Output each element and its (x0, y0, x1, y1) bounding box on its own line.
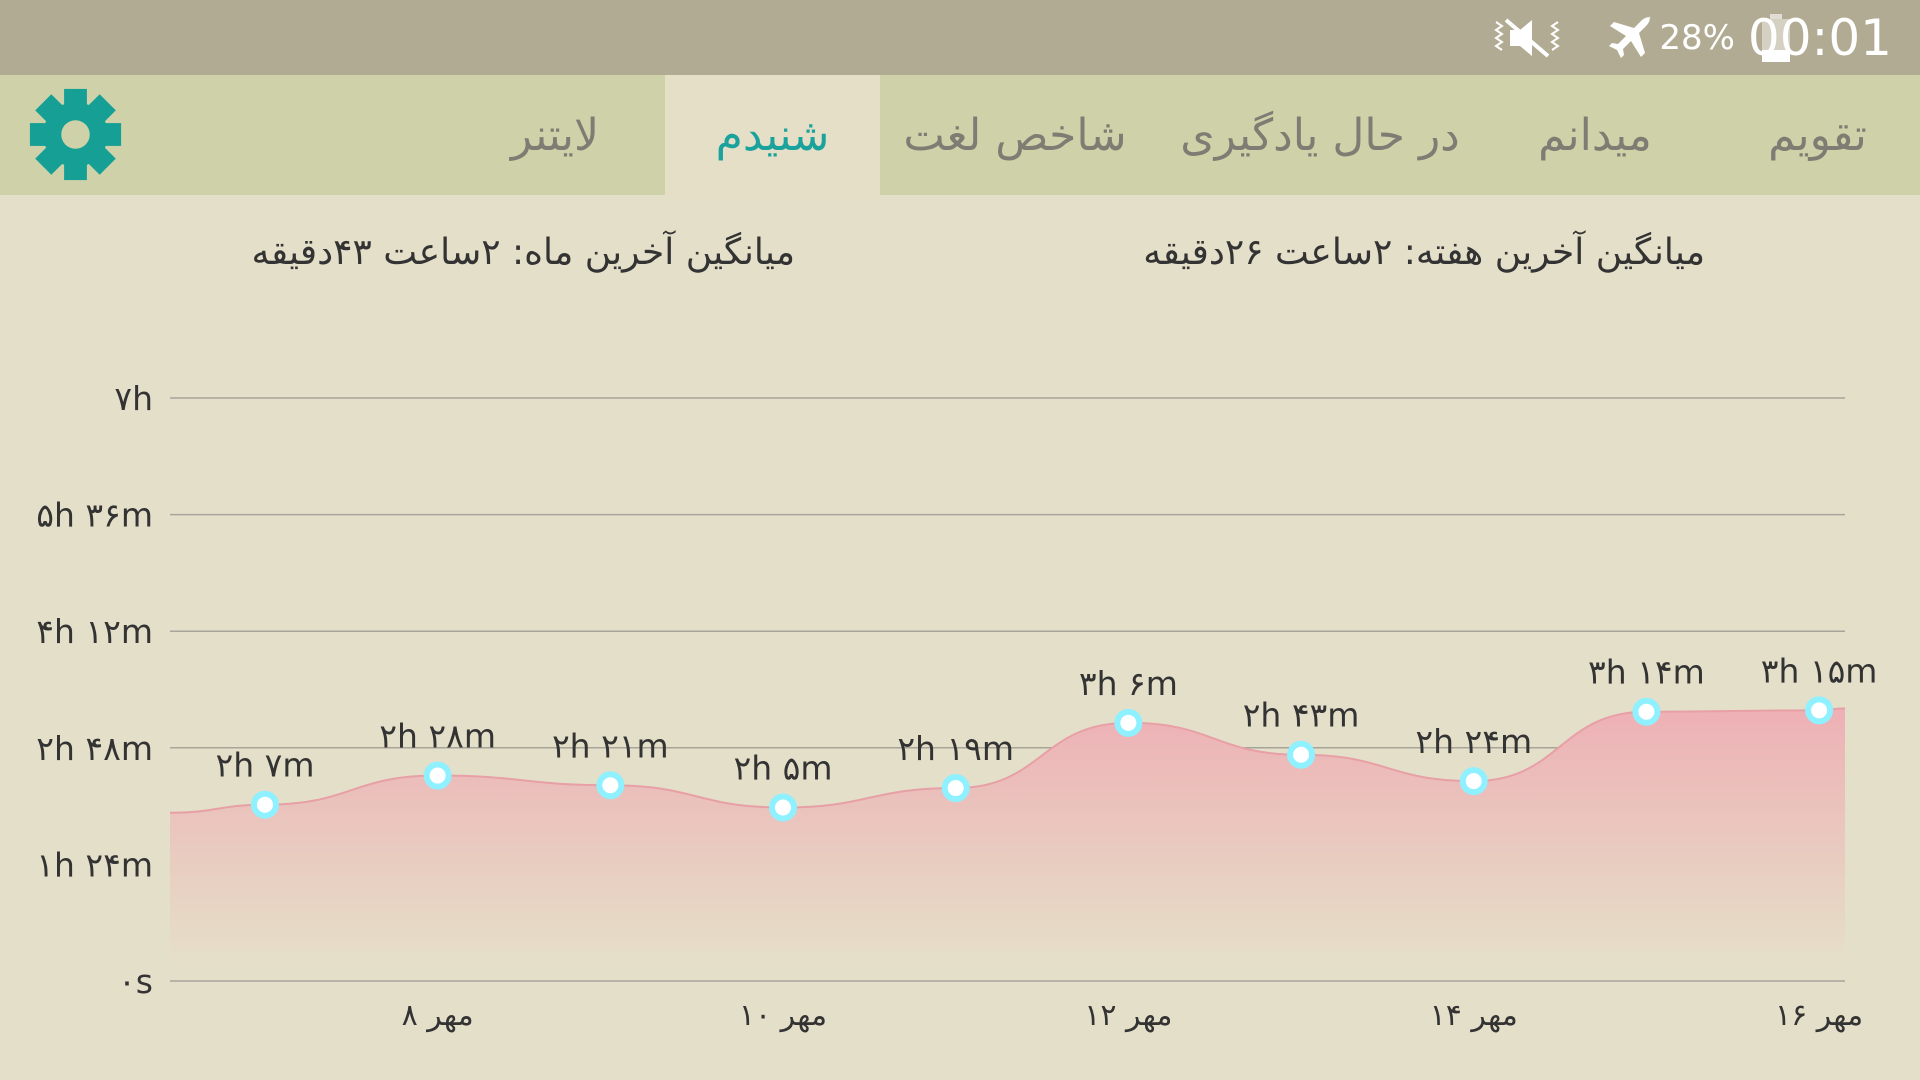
data-label: ۳h ۱۴m (1588, 653, 1705, 692)
week-average: میانگین آخرین هفته: ۲ساعت ۲۶دقیقه (1143, 232, 1705, 273)
mute-icon (1492, 0, 1562, 75)
data-label: ۲h ۷m (215, 746, 314, 785)
x-tick-label: ۱۶ مهر (1775, 998, 1863, 1033)
data-label: ۳h ۱۵m (1761, 651, 1878, 690)
area-fill (170, 708, 1845, 961)
data-label: ۲h ۴۳m (1243, 696, 1360, 735)
status-bar: 28% 00:01 (0, 0, 1920, 75)
x-tick-label: ۱۴ مهر (1430, 998, 1518, 1033)
x-tick-label: ۸ مهر (402, 998, 474, 1033)
tab-know[interactable]: میدانم (1538, 109, 1652, 161)
battery-icon (1760, 0, 1792, 75)
tab-leitner[interactable]: لایتنر (510, 109, 600, 161)
data-label: ۲h ۱۹m (897, 729, 1014, 768)
battery-percent: 28% (1659, 17, 1735, 58)
data-label: ۳h ۶m (1079, 664, 1178, 703)
data-point[interactable] (1459, 767, 1488, 796)
tab-word-index[interactable]: شاخص لغت (903, 109, 1127, 161)
data-point[interactable] (596, 771, 625, 800)
data-label: ۲h ۲۴m (1415, 722, 1532, 761)
y-tick-label: ۱h ۲۴m (36, 845, 153, 884)
gear-icon[interactable] (28, 87, 123, 182)
data-point[interactable] (250, 790, 279, 819)
data-label: ۲h ۵m (734, 748, 833, 787)
data-point[interactable] (1287, 740, 1316, 769)
y-tick-label: ۷h (114, 379, 153, 418)
data-point[interactable] (1114, 708, 1143, 737)
data-point[interactable] (941, 774, 970, 803)
data-point[interactable] (769, 793, 798, 822)
data-label: ۲h ۲۸m (379, 717, 496, 756)
y-tick-label: ۲h ۴۸m (36, 729, 153, 768)
tab-calendar[interactable]: تقویم (1768, 109, 1867, 161)
y-tick-label: ۵h ۳۶m (36, 496, 153, 535)
month-average: میانگین آخرین ماه: ۲ساعت ۴۳دقیقه (251, 232, 795, 273)
y-tick-label: ۴h ۱۲m (36, 612, 153, 651)
tab-listened[interactable]: شنیدم (665, 75, 880, 195)
data-point[interactable] (1805, 696, 1834, 725)
airplane-icon (1607, 0, 1655, 75)
x-tick-label: ۱۰ مهر (739, 998, 827, 1033)
y-tick-label: ۰s (118, 962, 153, 1001)
clock: 00:01 (1747, 8, 1892, 67)
data-label: ۲h ۲۱m (552, 726, 669, 765)
x-tick-label: ۱۲ مهر (1084, 998, 1172, 1033)
tab-learning[interactable]: در حال یادگیری (1180, 109, 1460, 161)
data-point[interactable] (1632, 697, 1661, 726)
tab-bar: تقویم میدانم در حال یادگیری شاخص لغت شنی… (0, 75, 1920, 195)
data-point[interactable] (423, 761, 452, 790)
